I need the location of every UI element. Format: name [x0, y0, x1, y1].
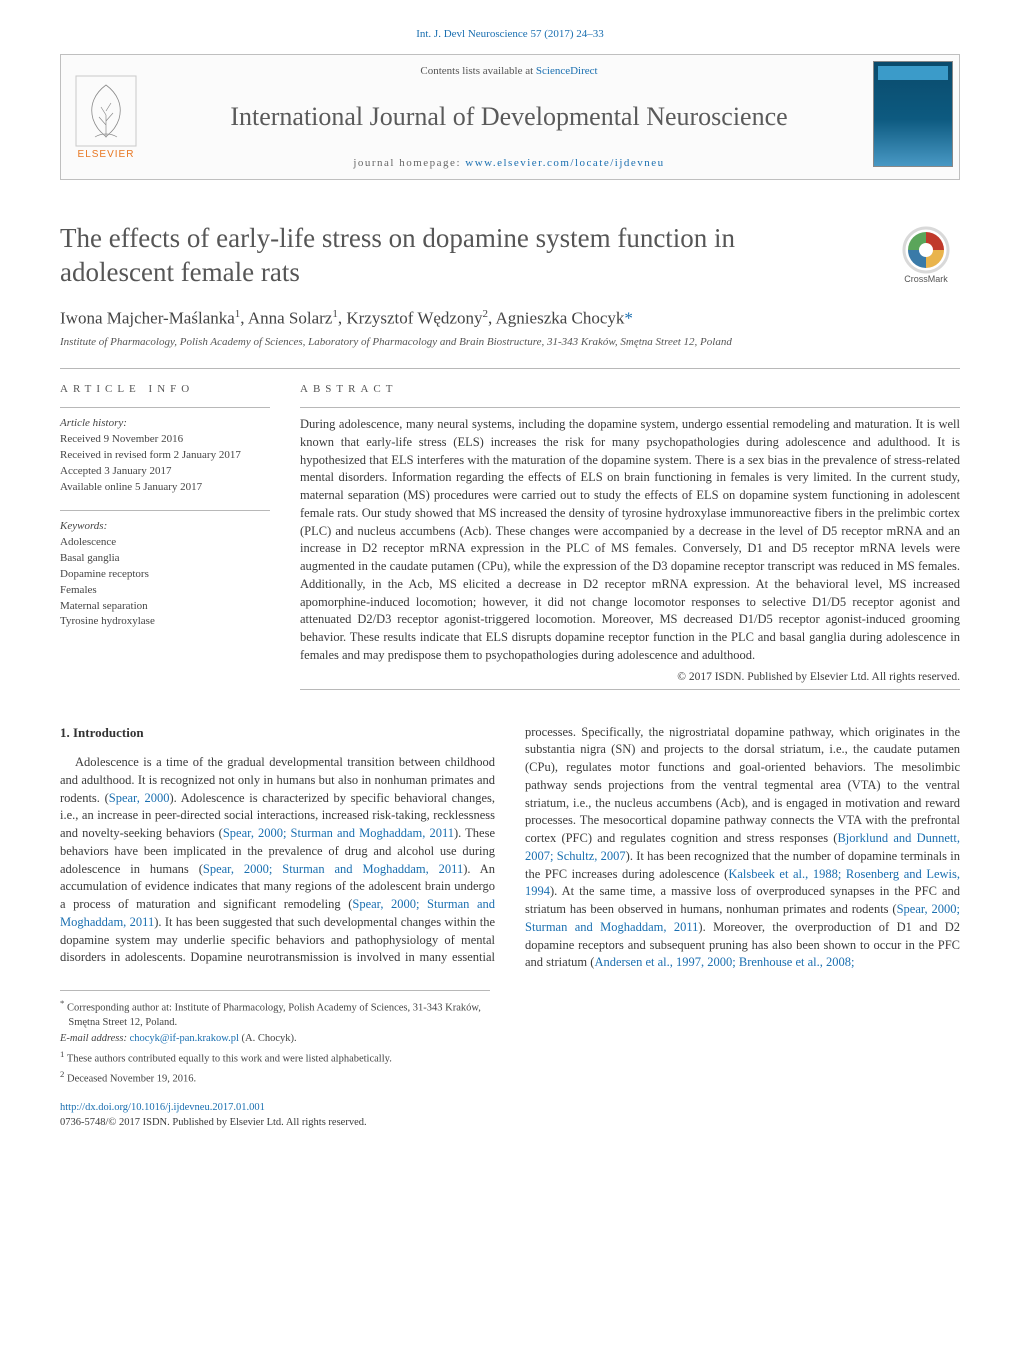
author-2-sup: 1	[332, 308, 338, 320]
abstract-rule	[300, 407, 960, 408]
footnote-1: 1 These authors contributed equally to t…	[60, 1048, 490, 1067]
footnote-corresponding: * Corresponding author at: Institute of …	[60, 997, 490, 1031]
journal-title: International Journal of Developmental N…	[157, 102, 861, 132]
homepage-prefix: journal homepage:	[353, 157, 465, 169]
sup-2: 2	[60, 1069, 64, 1079]
footnotes-block: * Corresponding author at: Institute of …	[60, 990, 490, 1087]
author-3: Krzysztof Wędzony	[346, 308, 482, 327]
intro-text: ). At the same time, a massive loss of o…	[525, 884, 960, 916]
elsevier-tree-icon	[75, 75, 137, 147]
info-abstract-row: ARTICLE INFO Article history: Received 9…	[60, 383, 960, 690]
info-rule	[60, 407, 270, 408]
history-line: Accepted 3 January 2017	[60, 465, 172, 477]
keywords-label: Keywords:	[60, 520, 107, 532]
homepage-link[interactable]: www.elsevier.com/locate/ijdevneu	[465, 157, 664, 169]
article-info-label: ARTICLE INFO	[60, 383, 270, 395]
contents-prefix: Contents lists available at	[420, 65, 535, 77]
author-3-sup: 2	[482, 308, 488, 320]
author-1: Iwona Majcher-Maślanka	[60, 308, 235, 327]
citation-link[interactable]: Spear, 2000; Sturman and Moghaddam, 2011	[203, 862, 463, 876]
doi-link[interactable]: http://dx.doi.org/10.1016/j.ijdevneu.201…	[60, 1102, 265, 1113]
body-two-column: 1. Introduction Adolescence is a time of…	[60, 724, 960, 973]
article-history: Article history: Received 9 November 201…	[60, 416, 270, 496]
author-list: Iwona Majcher-Maślanka1, Anna Solarz1, K…	[60, 308, 960, 329]
email-suffix: (A. Chocyk).	[239, 1033, 297, 1044]
history-line: Received 9 November 2016	[60, 433, 183, 445]
email-link[interactable]: chocyk@if-pan.krakow.pl	[130, 1033, 239, 1044]
citation-link[interactable]: Spear, 2000	[109, 791, 170, 805]
intro-para-1: Adolescence is a time of the gradual dev…	[60, 724, 960, 973]
author-1-sup: 1	[235, 308, 241, 320]
journal-header-box: ELSEVIER Contents lists available at Sci…	[60, 54, 960, 180]
contents-available-line: Contents lists available at ScienceDirec…	[157, 65, 861, 77]
footnote-text: Deceased November 19, 2016.	[67, 1073, 196, 1084]
keyword: Maternal separation	[60, 600, 148, 612]
footnote-text: Corresponding author at: Institute of Ph…	[67, 1003, 481, 1029]
affiliation: Institute of Pharmacology, Polish Academ…	[60, 336, 960, 348]
journal-homepage-line: journal homepage: www.elsevier.com/locat…	[157, 157, 861, 169]
footnote-2: 2 Deceased November 19, 2016.	[60, 1068, 490, 1087]
elsevier-logo: ELSEVIER	[61, 55, 151, 179]
citation-link[interactable]: Spear, 2000; Sturman and Moghaddam, 2011	[223, 826, 454, 840]
abstract-rule-bottom	[300, 689, 960, 690]
rule-top	[60, 368, 960, 369]
abstract-column: ABSTRACT During adolescence, many neural…	[300, 383, 960, 690]
keyword: Dopamine receptors	[60, 568, 149, 580]
history-line: Received in revised form 2 January 2017	[60, 449, 241, 461]
sciencedirect-link[interactable]: ScienceDirect	[536, 65, 598, 77]
history-line: Available online 5 January 2017	[60, 481, 202, 493]
corresponding-author-mark[interactable]: *	[624, 308, 633, 327]
elsevier-wordmark: ELSEVIER	[78, 149, 135, 160]
citation-link[interactable]: Andersen et al., 1997, 2000; Brenhouse e…	[594, 955, 854, 969]
sup-1: 1	[60, 1049, 64, 1059]
cover-image-icon	[873, 61, 953, 167]
author-4: Agnieszka Chocyk	[496, 308, 625, 327]
abstract-text: During adolescence, many neural systems,…	[300, 416, 960, 665]
footnote-email: E-mail address: chocyk@if-pan.krakow.pl …	[60, 1032, 490, 1047]
crossmark-badge[interactable]: CrossMark	[892, 226, 960, 294]
author-2: Anna Solarz	[248, 308, 333, 327]
article-title: The effects of early-life stress on dopa…	[60, 222, 840, 290]
article-head: The effects of early-life stress on dopa…	[60, 222, 960, 290]
email-label: E-mail address:	[60, 1033, 130, 1044]
history-label: Article history:	[60, 417, 127, 429]
crossmark-label: CrossMark	[892, 274, 960, 284]
crossmark-icon	[902, 226, 950, 274]
keyword: Tyrosine hydroxylase	[60, 615, 155, 627]
keywords-block: Keywords: Adolescence Basal ganglia Dopa…	[60, 519, 270, 631]
keyword: Basal ganglia	[60, 552, 120, 564]
journal-cover-thumb	[867, 55, 959, 179]
section-heading-introduction: 1. Introduction	[60, 724, 495, 742]
issn-copyright: 0736-5748/© 2017 ISDN. Published by Else…	[60, 1117, 367, 1128]
keyword: Adolescence	[60, 536, 116, 548]
header-center: Contents lists available at ScienceDirec…	[151, 55, 867, 179]
citation-link[interactable]: Int. J. Devl Neuroscience 57 (2017) 24–3…	[416, 28, 604, 40]
info-rule	[60, 510, 270, 511]
footnote-text: These authors contributed equally to thi…	[67, 1053, 392, 1064]
article-info-column: ARTICLE INFO Article history: Received 9…	[60, 383, 270, 690]
intro-text: ). It has been	[154, 915, 219, 929]
abstract-copyright: © 2017 ISDN. Published by Elsevier Ltd. …	[300, 671, 960, 683]
running-head-citation: Int. J. Devl Neuroscience 57 (2017) 24–3…	[60, 0, 960, 40]
abstract-label: ABSTRACT	[300, 383, 960, 395]
doi-block: http://dx.doi.org/10.1016/j.ijdevneu.201…	[60, 1101, 960, 1130]
asterisk-icon: *	[60, 998, 64, 1008]
keyword: Females	[60, 584, 97, 596]
